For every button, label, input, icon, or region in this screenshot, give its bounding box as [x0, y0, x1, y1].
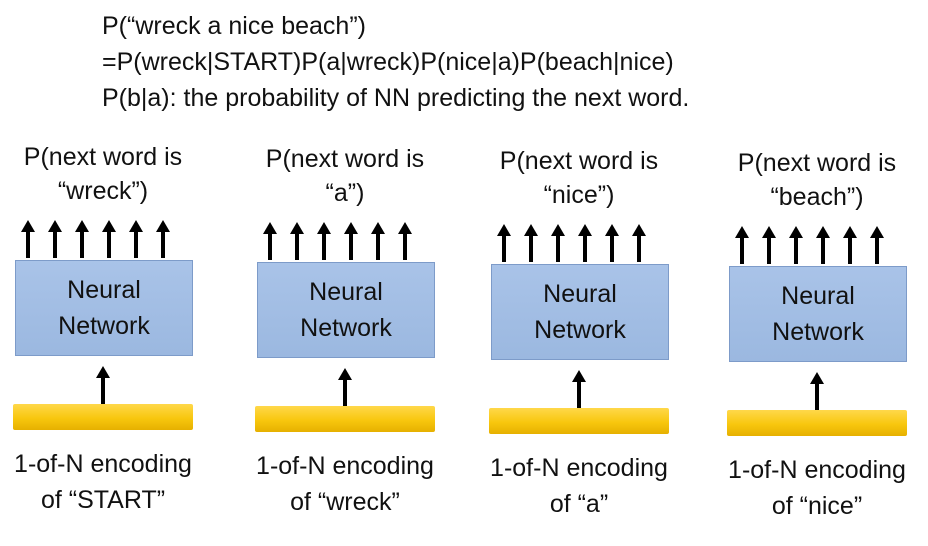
up-arrow-icon: [632, 224, 646, 262]
step-column-2: P(next word is “a”) Neural Network 1-of-…: [230, 142, 460, 542]
input-arrow: [572, 370, 586, 408]
output-label-line2: “a”): [325, 179, 365, 207]
up-arrow-icon: [48, 220, 62, 258]
up-arrow-icon: [96, 366, 110, 404]
input-arrow: [810, 372, 824, 410]
up-arrow-icon: [735, 226, 749, 264]
output-arrows: [263, 222, 412, 260]
up-arrow-icon: [156, 220, 170, 258]
input-arrow: [96, 366, 110, 404]
neural-network-box: Neural Network: [257, 262, 435, 358]
up-arrow-icon: [524, 224, 538, 262]
up-arrow-icon: [497, 224, 511, 262]
nn-label-line1: Neural: [781, 282, 855, 310]
encoding-bar: [727, 410, 907, 436]
output-label: P(next word is “a”): [230, 142, 460, 210]
input-label-line1: 1-of-N encoding: [256, 452, 434, 480]
nn-label-line2: Network: [58, 312, 150, 340]
up-arrow-icon: [317, 222, 331, 260]
input-label: 1-of-N encoding of “a”: [464, 450, 694, 522]
input-label-line2: of “START”: [40, 486, 166, 514]
up-arrow-icon: [789, 226, 803, 264]
input-label-line1: 1-of-N encoding: [14, 450, 192, 478]
up-arrow-icon: [551, 224, 565, 262]
input-arrow: [338, 368, 352, 406]
up-arrow-icon: [75, 220, 89, 258]
output-label-line2: “wreck”): [57, 177, 149, 205]
nn-label-line2: Network: [300, 314, 392, 342]
input-label: 1-of-N encoding of “START”: [0, 446, 218, 518]
up-arrow-icon: [21, 220, 35, 258]
up-arrow-icon: [338, 368, 352, 406]
encoding-bar: [13, 404, 193, 430]
up-arrow-icon: [843, 226, 857, 264]
nn-label-line1: Neural: [309, 278, 383, 306]
output-label: P(next word is “beach”): [702, 146, 928, 214]
output-label-line1: P(next word is: [23, 143, 183, 171]
step-column-3: P(next word is “nice”) Neural Network 1-…: [464, 144, 694, 544]
input-label-line2: of “a”: [549, 490, 609, 518]
header-title: P(“wreck a nice beach”): [102, 12, 366, 40]
neural-network-box: Neural Network: [15, 260, 193, 356]
input-label-line1: 1-of-N encoding: [490, 454, 668, 482]
up-arrow-icon: [263, 222, 277, 260]
input-label: 1-of-N encoding of “wreck”: [230, 448, 460, 520]
output-arrows: [497, 224, 646, 262]
output-label: P(next word is “wreck”): [0, 140, 218, 208]
output-label-line1: P(next word is: [737, 149, 897, 177]
up-arrow-icon: [572, 370, 586, 408]
encoding-bar: [489, 408, 669, 434]
up-arrow-icon: [398, 222, 412, 260]
encoding-bar: [255, 406, 435, 432]
nn-label-line2: Network: [534, 316, 626, 344]
up-arrow-icon: [762, 226, 776, 264]
step-column-1: P(next word is “wreck”) Neural Network 1…: [0, 140, 218, 540]
nn-label-line1: Neural: [67, 276, 141, 304]
up-arrow-icon: [371, 222, 385, 260]
up-arrow-icon: [344, 222, 358, 260]
input-label-line2: of “wreck”: [290, 488, 400, 516]
up-arrow-icon: [870, 226, 884, 264]
up-arrow-icon: [605, 224, 619, 262]
header-factorization: =P(wreck|START)P(a|wreck)P(nice|a)P(beac…: [102, 48, 674, 76]
output-label-line2: “nice”): [543, 181, 615, 209]
step-column-4: P(next word is “beach”) Neural Network 1…: [702, 146, 928, 546]
output-label: P(next word is “nice”): [464, 144, 694, 212]
nn-label-line1: Neural: [543, 280, 617, 308]
nn-label-line2: Network: [772, 318, 864, 346]
output-label-line2: “beach”): [770, 183, 864, 211]
up-arrow-icon: [129, 220, 143, 258]
output-arrows: [735, 226, 884, 264]
input-label-line2: of “nice”: [771, 492, 863, 520]
header-definition: P(b|a): the probability of NN predicting…: [102, 84, 690, 112]
output-label-line1: P(next word is: [265, 145, 425, 173]
up-arrow-icon: [102, 220, 116, 258]
neural-network-box: Neural Network: [491, 264, 669, 360]
up-arrow-icon: [578, 224, 592, 262]
up-arrow-icon: [816, 226, 830, 264]
input-label: 1-of-N encoding of “nice”: [702, 452, 928, 524]
neural-network-box: Neural Network: [729, 266, 907, 362]
input-label-line1: 1-of-N encoding: [728, 456, 906, 484]
up-arrow-icon: [810, 372, 824, 410]
header: P(“wreck a nice beach”) =P(wreck|START)P…: [102, 8, 689, 116]
up-arrow-icon: [290, 222, 304, 260]
output-arrows: [21, 220, 170, 258]
output-label-line1: P(next word is: [499, 147, 659, 175]
